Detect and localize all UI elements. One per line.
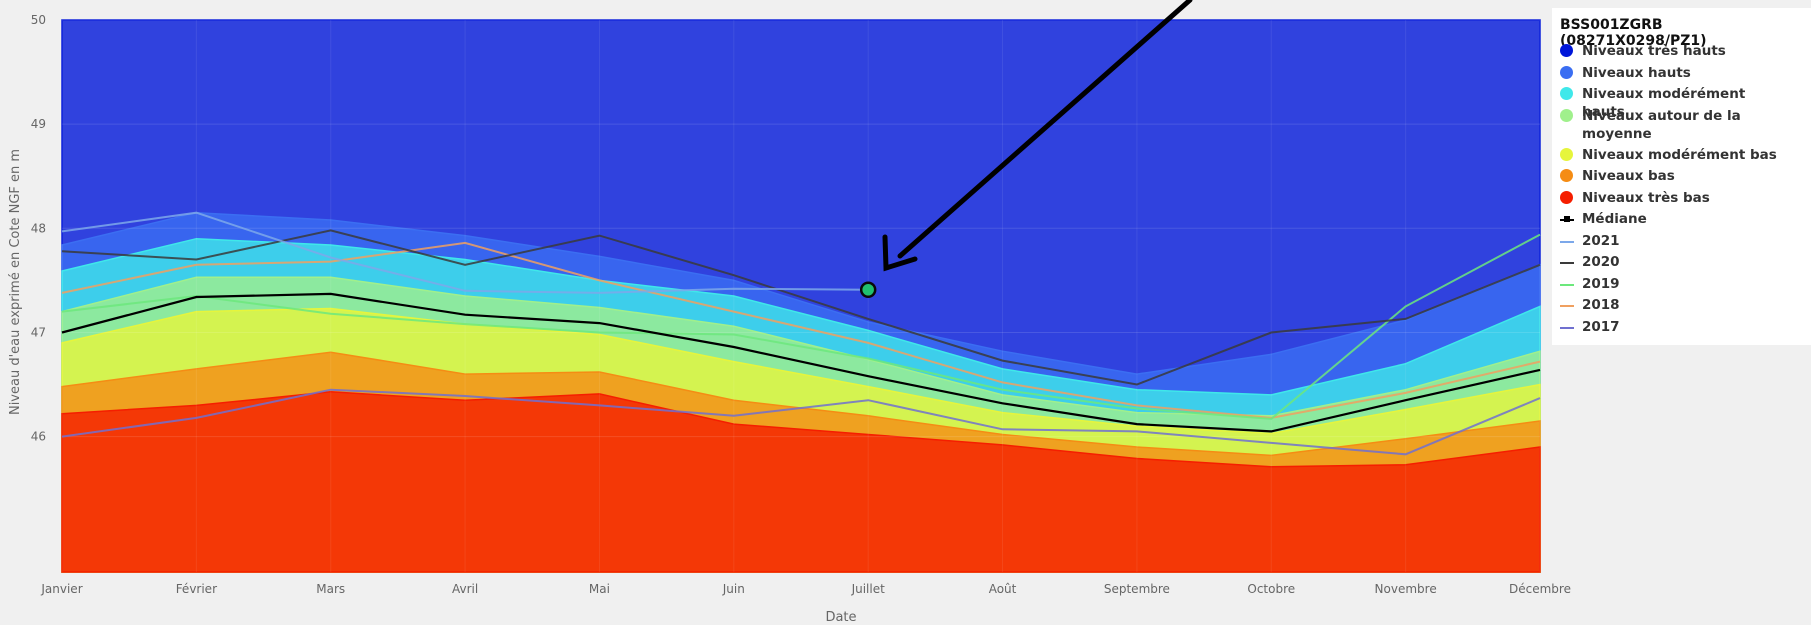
legend-line-icon bbox=[1560, 234, 1574, 248]
legend-line-icon bbox=[1560, 320, 1574, 334]
x-tick-label: Février bbox=[176, 582, 217, 596]
y-tick-label: 46 bbox=[31, 430, 46, 444]
legend-item-label: Niveaux hauts bbox=[1582, 64, 1691, 81]
legend-line-icon bbox=[1560, 255, 1574, 269]
legend-item-niveaux-autour-de-la-moyenne[interactable]: Niveaux autour de la moyenne bbox=[1560, 107, 1782, 143]
x-tick-label: Juillet bbox=[851, 582, 886, 596]
legend-item-mediane[interactable]: Médiane bbox=[1560, 210, 1782, 228]
legend-item-niveaux-bas[interactable]: Niveaux bas bbox=[1560, 167, 1782, 185]
legend-item-2021[interactable]: 2021 bbox=[1560, 232, 1782, 250]
y-tick-labels: 46 47 48 49 50 bbox=[31, 13, 46, 444]
legend-item-2019[interactable]: 2019 bbox=[1560, 275, 1782, 293]
legend-item-label: Niveaux bas bbox=[1582, 168, 1675, 184]
x-tick-label: Octobre bbox=[1247, 582, 1295, 596]
legend-dot-icon bbox=[1560, 147, 1574, 162]
legend-dot-icon bbox=[1560, 169, 1574, 183]
legend-item-niveaux-moderement-bas[interactable]: Niveaux modérément bas bbox=[1560, 146, 1782, 164]
grid-group bbox=[61, 19, 1541, 572]
legend-item-2020[interactable]: 2020 bbox=[1560, 253, 1782, 271]
legend-item-niveaux-tres-hauts[interactable]: Niveaux très hauts bbox=[1560, 42, 1782, 60]
legend-item-label: 2019 bbox=[1582, 275, 1620, 292]
legend-dot-icon bbox=[1560, 65, 1574, 80]
legend-item-label: 2020 bbox=[1582, 254, 1620, 270]
legend-item-niveaux-tres-bas[interactable]: Niveaux très bas bbox=[1560, 189, 1782, 207]
x-tick-label: Mai bbox=[589, 582, 610, 596]
series-line-mediane bbox=[61, 292, 1541, 433]
series-group bbox=[61, 211, 1541, 456]
legend-dot-icon bbox=[1560, 108, 1574, 123]
x-tick-label: Janvier bbox=[40, 582, 82, 596]
series-line-2020 bbox=[61, 229, 1541, 386]
legend-line-marker-icon bbox=[1560, 212, 1574, 226]
y-tick-label: 50 bbox=[31, 13, 46, 27]
band-niveaux-tres-bas bbox=[61, 391, 1541, 573]
series-line-2019 bbox=[61, 233, 1541, 420]
legend-line-icon bbox=[1560, 277, 1574, 291]
y-tick-label: 49 bbox=[31, 117, 46, 131]
legend-item-2017[interactable]: 2017 bbox=[1560, 318, 1782, 336]
x-tick-label: Décembre bbox=[1509, 582, 1571, 596]
y-tick-label: 47 bbox=[31, 325, 46, 339]
x-tick-label: Juin bbox=[722, 582, 745, 596]
legend-item-label: 2017 bbox=[1582, 318, 1620, 335]
legend-item-label: Niveaux très hauts bbox=[1582, 43, 1726, 59]
legend-line-icon bbox=[1560, 298, 1574, 312]
x-tick-label: Avril bbox=[452, 582, 478, 596]
legend-item-label: 2021 bbox=[1582, 232, 1620, 249]
legend-item-label: Niveaux modérément bas bbox=[1582, 146, 1777, 163]
series-line-2017 bbox=[61, 388, 1541, 456]
x-axis-title: Date bbox=[825, 610, 856, 625]
y-axis-title: Niveau d'eau exprimé en Cote NGF en m bbox=[8, 149, 23, 415]
legend-item-2018[interactable]: 2018 bbox=[1560, 296, 1782, 314]
legend-item-label: Niveaux très bas bbox=[1582, 189, 1710, 206]
legend-dot-icon bbox=[1560, 87, 1574, 101]
series-line-2021 bbox=[61, 211, 869, 294]
series-line-2018 bbox=[61, 241, 1541, 419]
x-tick-label: Septembre bbox=[1104, 582, 1170, 596]
annotation-arrow-shaft bbox=[897, 0, 1193, 259]
annotation-group bbox=[882, 0, 1193, 272]
legend-item-niveaux-moderement-hauts[interactable]: Niveaux modérément hauts bbox=[1560, 85, 1782, 121]
highlight-point bbox=[859, 281, 877, 299]
x-tick-label: Novembre bbox=[1375, 582, 1437, 596]
y-tick-label: 48 bbox=[31, 221, 46, 235]
legend-dot-icon bbox=[1560, 190, 1574, 205]
legend-item-niveaux-hauts[interactable]: Niveaux hauts bbox=[1560, 64, 1782, 82]
legend-item-label: Médiane bbox=[1582, 211, 1647, 227]
legend-item-label: Niveaux autour de la moyenne bbox=[1582, 107, 1741, 142]
x-tick-label: Mars bbox=[316, 582, 345, 596]
x-tick-label: Août bbox=[989, 582, 1017, 596]
legend-item-label: 2018 bbox=[1582, 297, 1620, 313]
legend-title: BSS001ZGRB (08271X0298/PZ1) bbox=[1560, 17, 1707, 49]
x-tick-labels: Janvier Février Mars Avril Mai Juin Juillet Aoû… bbox=[40, 582, 1571, 596]
annotation-arrow-head bbox=[882, 234, 918, 272]
legend: BSS001ZGRB (08271X0298/PZ1) Niveaux très… bbox=[1552, 8, 1811, 345]
legend-item-label: Niveaux modérément hauts bbox=[1582, 86, 1746, 120]
legend-dot-icon bbox=[1560, 44, 1574, 58]
